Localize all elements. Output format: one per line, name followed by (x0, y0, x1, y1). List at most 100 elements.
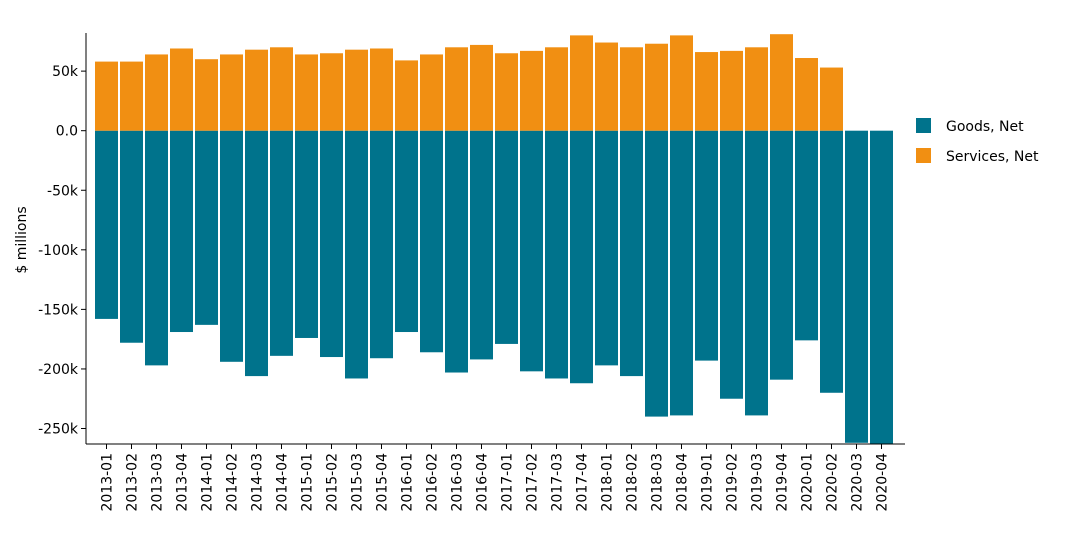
bar-goods-2019-03 (745, 130, 768, 416)
x-tick-label: 2018-02 (625, 453, 641, 512)
x-tick-label: 2015-03 (350, 453, 366, 512)
bar-services-2016-04 (470, 44, 493, 131)
bar-goods-2016-01 (395, 130, 418, 333)
bar-goods-2016-04 (470, 130, 493, 360)
bar-goods-2014-01 (195, 130, 218, 325)
legend-label-goods: Goods, Net (946, 119, 1024, 135)
y-tick-label: -250k (38, 422, 79, 438)
bar-goods-2016-03 (445, 130, 468, 373)
y-axis-title: $ millions (14, 206, 30, 273)
legend: Goods, Net Services, Net (916, 118, 1039, 165)
bar-services-2014-01 (195, 59, 218, 131)
bar-goods-2015-01 (295, 130, 318, 338)
y-axis-ticks: -250k -200k -150k -100k -50k 0.0 50k (38, 64, 86, 438)
bar-services-2014-03 (245, 49, 268, 131)
x-tick-label: 2018-03 (650, 453, 666, 512)
bar-goods-2015-02 (320, 130, 343, 358)
bar-goods-2017-04 (570, 130, 593, 384)
x-tick-label: 2017-01 (500, 453, 516, 512)
bar-goods-2013-03 (145, 130, 168, 366)
x-tick-label: 2014-04 (275, 453, 291, 512)
bar-goods-2020-04 (870, 130, 893, 444)
bar-services-2014-04 (270, 47, 293, 131)
bar-services-2018-02 (620, 47, 643, 131)
bar-goods-2017-03 (545, 130, 568, 379)
x-tick-label: 2015-04 (375, 453, 391, 512)
bar-goods-2014-04 (270, 130, 293, 356)
bar-services-2017-01 (495, 53, 518, 131)
bar-goods-2018-01 (595, 130, 618, 366)
y-tick-label: -200k (38, 362, 79, 378)
bar-goods-2020-01 (795, 130, 818, 341)
bar-services-2019-04 (770, 34, 793, 131)
x-tick-label: 2017-03 (550, 453, 566, 512)
x-tick-label: 2020-02 (825, 453, 841, 512)
bar-services-2015-02 (320, 53, 343, 131)
x-tick-label: 2019-01 (700, 453, 716, 512)
x-tick-label: 2013-02 (125, 453, 141, 512)
bar-goods-2014-03 (245, 130, 268, 377)
bar-services-2017-04 (570, 35, 593, 131)
bar-services-2017-02 (520, 50, 543, 131)
bar-services-2013-01 (95, 61, 118, 131)
bar-services-2016-02 (420, 54, 443, 131)
x-tick-label: 2013-01 (100, 453, 116, 512)
bar-services-2018-04 (670, 35, 693, 131)
bar-goods-2019-04 (770, 130, 793, 380)
x-tick-label: 2014-02 (225, 453, 241, 512)
x-tick-label: 2017-02 (525, 453, 541, 512)
x-tick-label: 2020-04 (875, 453, 891, 512)
x-tick-label: 2019-03 (750, 453, 766, 512)
bar-goods-2019-01 (695, 130, 718, 361)
bar-services-2016-03 (445, 47, 468, 131)
bar-goods-2019-02 (720, 130, 743, 399)
bar-services-2019-03 (745, 47, 768, 131)
x-tick-label: 2015-01 (300, 453, 316, 512)
y-tick-label: -100k (38, 243, 79, 259)
x-tick-label: 2019-02 (725, 453, 741, 512)
x-tick-label: 2013-04 (175, 453, 191, 512)
bar-services-2020-02 (820, 67, 843, 131)
bars-group (95, 34, 893, 444)
bar-goods-2013-04 (170, 130, 193, 333)
x-tick-label: 2014-01 (200, 453, 216, 512)
x-tick-label: 2018-04 (675, 453, 691, 512)
bar-goods-2013-02 (120, 130, 143, 343)
bar-goods-2016-02 (420, 130, 443, 353)
x-tick-label: 2017-04 (575, 453, 591, 512)
y-tick-label: -150k (38, 302, 79, 318)
bar-services-2015-01 (295, 54, 318, 131)
y-tick-label: 50k (52, 64, 79, 80)
bar-services-2016-01 (395, 60, 418, 131)
x-tick-label: 2013-03 (150, 453, 166, 512)
bar-services-2018-01 (595, 42, 618, 131)
legend-swatch-services (916, 148, 931, 163)
x-tick-label: 2016-03 (450, 453, 466, 512)
x-tick-label: 2015-02 (325, 453, 341, 512)
x-tick-label: 2018-01 (600, 453, 616, 512)
bar-goods-2018-04 (670, 130, 693, 416)
bar-goods-2018-03 (645, 130, 668, 417)
bar-services-2015-04 (370, 48, 393, 131)
bar-services-2017-03 (545, 47, 568, 131)
bar-goods-2017-02 (520, 130, 543, 372)
bar-goods-2015-03 (345, 130, 368, 379)
bar-goods-2020-03 (845, 130, 868, 443)
bar-services-2015-03 (345, 49, 368, 131)
bar-services-2013-04 (170, 48, 193, 131)
x-tick-label: 2020-03 (850, 453, 866, 512)
y-tick-label: -50k (47, 183, 79, 199)
bar-services-2019-01 (695, 52, 718, 131)
x-axis-ticks: 2013-01 2013-02 2013-03 2013-04 2014-01 2014-… (100, 444, 891, 512)
bar-goods-2014-02 (220, 130, 243, 362)
legend-swatch-goods (916, 118, 931, 133)
x-tick-label: 2016-02 (425, 453, 441, 512)
bar-services-2019-02 (720, 50, 743, 131)
x-tick-label: 2014-03 (250, 453, 266, 512)
bar-goods-2018-02 (620, 130, 643, 377)
bar-services-2013-02 (120, 61, 143, 131)
x-tick-label: 2019-04 (775, 453, 791, 512)
x-tick-label: 2020-01 (800, 453, 816, 512)
bar-goods-2015-04 (370, 130, 393, 359)
